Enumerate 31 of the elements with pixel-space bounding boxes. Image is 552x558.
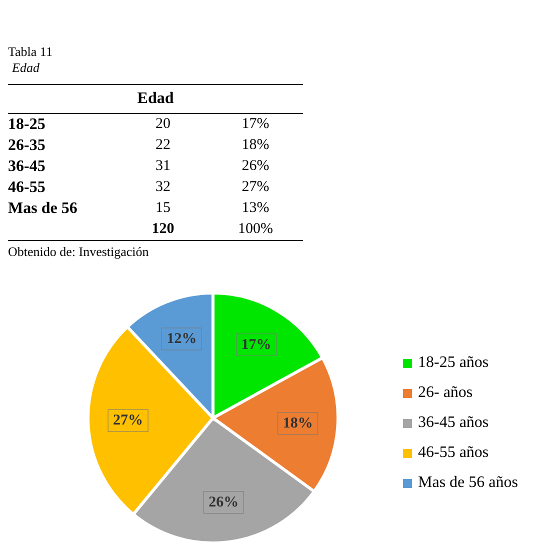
text: 31: [154, 158, 172, 175]
data-label: 17%: [241, 336, 272, 353]
text: Mas de 56: [8, 200, 78, 218]
text: 15: [154, 200, 172, 217]
text: 17%: [240, 116, 270, 133]
text: 36-45: [8, 158, 46, 176]
data-label: 18%: [282, 415, 313, 432]
legend-label: 46-55 años: [418, 444, 489, 462]
text: 18%: [240, 137, 270, 154]
chart-subtitle: Edad: [12, 60, 40, 76]
text: 22: [154, 137, 172, 154]
text: 100%: [237, 221, 274, 238]
legend-label: 36-45 años: [418, 414, 489, 432]
data-label: 27%: [113, 412, 144, 429]
text: 20: [154, 116, 172, 133]
text: Edad: [8, 84, 303, 114]
legend-label: 26- años: [418, 384, 473, 402]
text: Obtenido de: Investigación: [8, 244, 150, 260]
text: 13%: [240, 200, 270, 217]
legend-label: Mas de 56 años: [418, 474, 518, 492]
legend-label: 18-25 años: [418, 354, 489, 372]
data-label: 12%: [166, 330, 197, 347]
text: 26%: [240, 158, 270, 175]
text: 26-35: [8, 136, 46, 154]
chart-title: Tabla 11: [8, 44, 52, 60]
text: 27%: [240, 179, 270, 196]
text: 120: [150, 221, 176, 238]
data-label: 26%: [208, 494, 239, 510]
text: 32: [154, 179, 172, 196]
text: 46-55: [8, 178, 46, 196]
text: 18-25: [8, 116, 46, 134]
